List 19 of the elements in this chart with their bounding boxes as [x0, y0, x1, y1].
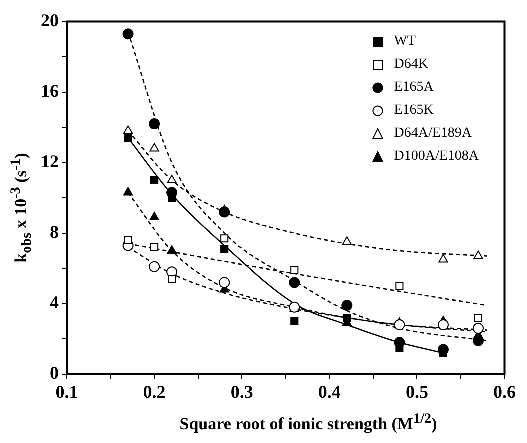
x-tick-label: 0.6 [494, 382, 516, 402]
y-tick-label: 12 [41, 151, 59, 172]
legend-label: D64K [394, 56, 428, 74]
legend-label: D64A/E189A [394, 125, 472, 143]
legend-label: E165A [394, 79, 434, 97]
y-tick-label: 0 [50, 363, 59, 384]
legend-label: D100A/E108A [394, 148, 479, 166]
x-tick-label: 0.3 [230, 382, 254, 402]
legend-label: WT [394, 33, 416, 51]
y-tick-label: 20 [41, 10, 59, 30]
y-tick-label: 4 [50, 292, 59, 313]
x-axis-title: Square root of ionic strength (M$^{1/2}$) [178, 411, 438, 435]
y-tick-label: 16 [41, 80, 59, 101]
legend-label: E165K [394, 102, 434, 120]
x-tick-label: 0.2 [143, 382, 166, 402]
x-tick-label: 0.4 [318, 382, 341, 402]
x-tick-label: 0.1 [56, 382, 78, 402]
x-tick-label: 0.5 [406, 382, 428, 402]
y-tick-label: 8 [50, 222, 59, 242]
